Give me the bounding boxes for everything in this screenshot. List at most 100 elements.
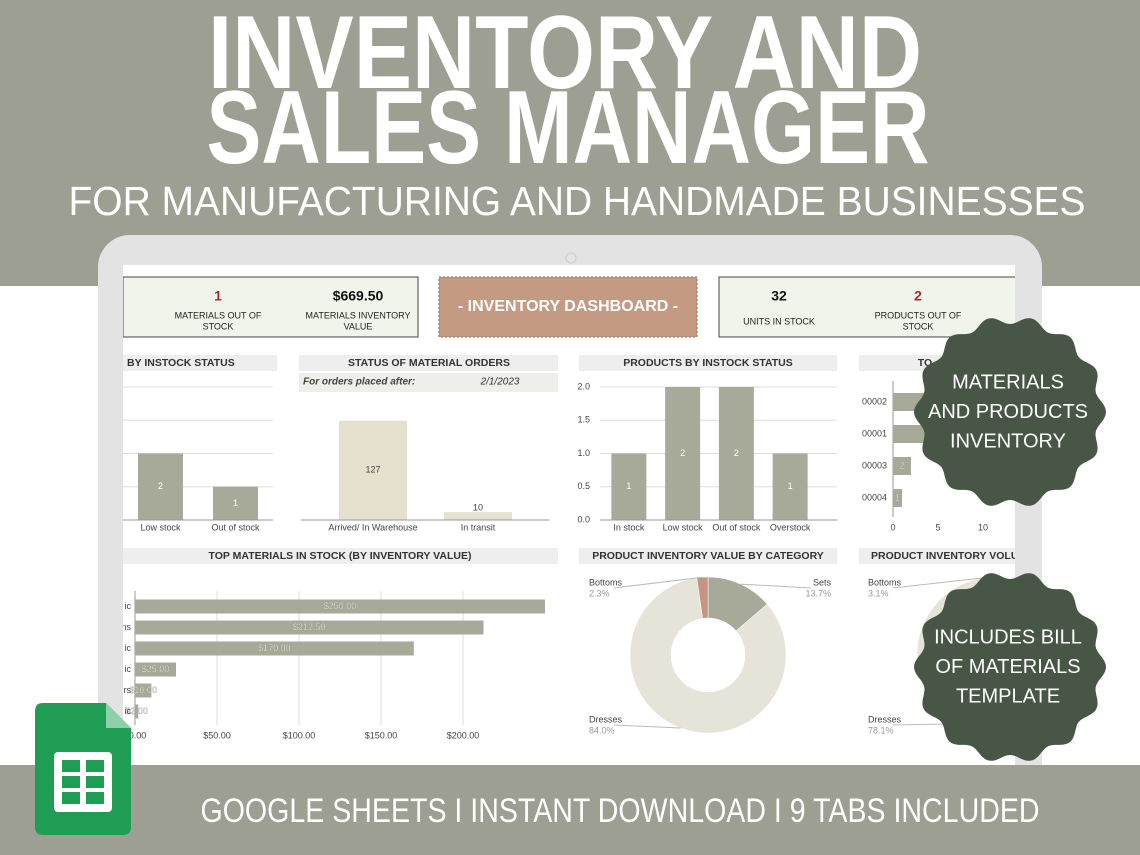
value-label: 1: [788, 481, 793, 491]
badges: MATERIALS AND PRODUCTS INVENTORY INCLUDES B…: [914, 318, 1106, 761]
y-tick-label: 1.5: [577, 415, 590, 425]
bar: [665, 387, 701, 520]
icon-cell: [86, 760, 104, 772]
chart-title: STATUS OF MATERIAL ORDERS: [348, 357, 510, 369]
value-label: 1: [233, 498, 238, 508]
title-line: INVENTORY AND: [208, 0, 922, 111]
x-tick-label: $0.00: [124, 730, 147, 740]
chart-title: BY INSTOCK STATUS: [127, 357, 235, 369]
donut-slice: [629, 577, 787, 734]
bar: [772, 453, 808, 520]
screen: [123, 265, 1015, 765]
value-label: $2.00: [125, 706, 148, 716]
bar: [135, 662, 176, 677]
kpi-value: 32: [771, 288, 787, 304]
kpi-label: MATERIALS INVENTORY: [305, 310, 410, 320]
leader-line: [613, 724, 681, 729]
badge-text: MATERIALS: [952, 371, 1064, 393]
tablet-camera: [565, 252, 577, 264]
category-label: ic: [125, 706, 132, 716]
icon-cell: [62, 776, 80, 788]
value-label: 2.3%: [589, 588, 610, 598]
chart-header: [123, 355, 277, 371]
legend-label: Bottoms: [589, 577, 623, 587]
value-label: $25.00: [142, 664, 170, 674]
kpi-value: $669.50: [333, 288, 384, 304]
y-tick-label: 1.0: [577, 448, 590, 458]
icon-cell: [86, 792, 104, 804]
filter-value: 2/1/2023: [480, 377, 520, 388]
dashboard-title: - INVENTORY DASHBOARD -: [458, 298, 678, 315]
bar: [444, 512, 512, 520]
value-label: 1: [626, 481, 631, 491]
value-label: 10: [473, 503, 483, 513]
value-label: 127: [365, 465, 380, 475]
bar: [135, 704, 139, 719]
badge: [914, 318, 1106, 506]
badge-text: INVENTORY: [950, 430, 1066, 452]
bar: [213, 486, 258, 520]
category-label: ns: [121, 622, 131, 632]
x-tick-label: 5: [935, 522, 940, 532]
footer-text: GOOGLE SHEETS I INSTANT DOWNLOAD I 9 TAB…: [201, 792, 1040, 830]
dashboard-title-box: [438, 276, 698, 338]
x-tick-label: Out of stock: [712, 522, 761, 532]
chart-title: PRODUCT INVENTORY VOLU: [871, 550, 1018, 562]
bar: [339, 420, 407, 520]
chart-title: PRODUCT INVENTORY VALUE BY CATEGORY: [592, 550, 824, 562]
value-label: 1: [895, 492, 900, 502]
category-label: 00004: [862, 492, 887, 502]
kpi-label: PRODUCTS OUT OF: [875, 310, 962, 320]
bar: [135, 683, 152, 698]
x-tick-label: Out of stock: [211, 522, 260, 532]
value-label: $212.50: [293, 622, 326, 632]
x-tick-label: $200.00: [447, 730, 480, 740]
x-tick-label: $50.00: [203, 730, 231, 740]
chart-header: [579, 355, 837, 371]
bar: [135, 620, 484, 635]
x-tick-label: $150.00: [365, 730, 398, 740]
category-label: ic: [125, 601, 132, 611]
kpi-label: VALUE: [344, 321, 373, 331]
value-label: 2: [899, 460, 904, 470]
x-tick-label: Arrived/ In Warehouse: [328, 522, 417, 532]
x-tick-label: $100.00: [283, 730, 316, 740]
category-label: rs: [124, 685, 132, 695]
legend-label: Dresses: [589, 714, 623, 724]
value-label: 2: [680, 448, 685, 458]
leader-line: [740, 583, 812, 589]
footer-band: [0, 765, 1140, 855]
kpi-label: UNITS IN STOCK: [743, 316, 815, 326]
kpi-label: MATERIALS OUT OF: [175, 310, 262, 320]
chart-header: [299, 355, 558, 371]
leader-line: [613, 576, 703, 589]
kpi-label: STOCK: [903, 321, 934, 331]
badge-text: AND PRODUCTS: [928, 401, 1088, 423]
kpi-value: 2: [914, 288, 922, 304]
y-tick-label: 0.0: [577, 514, 590, 524]
y-tick-label: 2.0: [577, 381, 590, 391]
value-label: 2: [158, 481, 163, 491]
icon-fold: [106, 703, 131, 728]
x-tick-label: In transit: [461, 522, 496, 532]
value-label: 2: [734, 448, 739, 458]
badge-text: TEMPLATE: [956, 685, 1060, 707]
value-label: 13.7%: [805, 588, 831, 598]
bar: [893, 489, 902, 507]
kpi-label: STOCK: [203, 321, 234, 331]
x-tick-label: Low stock: [140, 522, 181, 532]
kpi-box: [718, 276, 1015, 338]
chart-header: [859, 548, 1015, 564]
title-line: SALES MANAGER: [207, 70, 930, 186]
value-label: $250.00: [324, 601, 357, 611]
leader-line: [892, 576, 988, 589]
icon-cell: [86, 776, 104, 788]
chart-header: [579, 548, 837, 564]
legend-label: Dresses: [868, 714, 902, 724]
kpi-box: [123, 276, 419, 338]
value-label: 78.1%: [868, 725, 894, 735]
category-label: 00003: [862, 460, 887, 470]
bar: [138, 453, 183, 520]
bar: [718, 387, 754, 520]
value-label: 3.1%: [868, 588, 889, 598]
